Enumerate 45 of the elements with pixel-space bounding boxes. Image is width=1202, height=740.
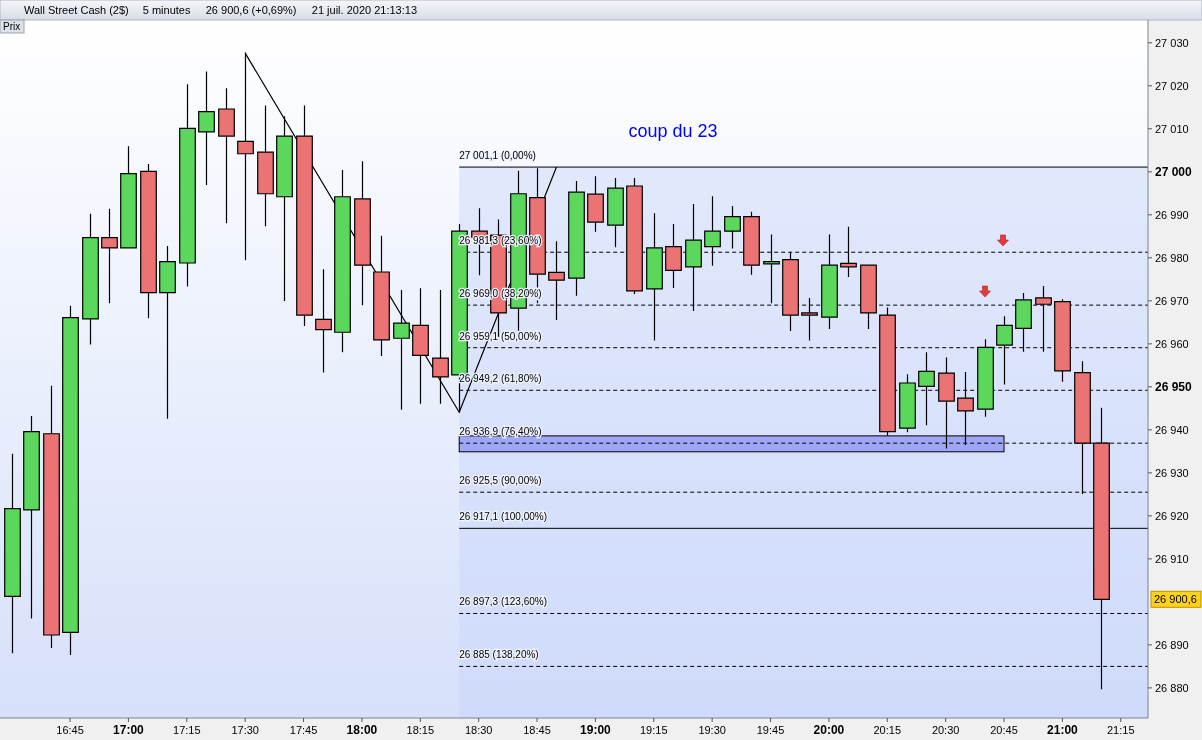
x-tick-label: 18:45 — [523, 724, 551, 736]
y-tick-label: 26 930 — [1155, 466, 1189, 479]
x-tick-label: 18:30 — [464, 724, 493, 736]
y-tick-label: 26 970 — [1155, 294, 1189, 307]
x-tick-label: 19:30 — [698, 724, 726, 736]
y-tick-label: 26 890 — [1155, 638, 1189, 651]
y-tick-label: 26 980 — [1155, 251, 1189, 264]
ref-line-label: 26 925,5 (90,00%) — [459, 475, 542, 487]
y-tick-label: 26 880 — [1155, 681, 1189, 694]
x-tick-label: 17:15 — [173, 724, 201, 736]
ref-line-label: 26 885 (138,20%) — [459, 649, 539, 661]
ref-line-label: 26 897,3 (123,60%) — [459, 596, 548, 608]
x-tick-label: 16:45 — [56, 724, 84, 736]
y-tick-label: 26 920 — [1155, 509, 1189, 522]
x-tick-label: 18:00 — [346, 723, 378, 737]
y-tick-label: 26 960 — [1155, 337, 1189, 350]
x-tick-label: 19:15 — [640, 724, 668, 736]
y-tick-label: 27 030 — [1155, 36, 1189, 49]
x-tick-label: 17:45 — [289, 724, 318, 736]
y-tick-label: 27 000 — [1155, 164, 1193, 179]
annotation: Prix — [3, 21, 21, 32]
x-tick-label: 20:45 — [990, 724, 1018, 736]
x-tick-label: 18:15 — [406, 724, 435, 736]
x-tick-label: 20:15 — [873, 724, 902, 736]
text: 26 900,6 — [1154, 593, 1197, 606]
y-tick-label: 26 910 — [1155, 552, 1189, 565]
ref-line-label: 26 936,9 (76,40%) — [459, 426, 542, 438]
y-tick-label: 26 950 — [1155, 379, 1193, 394]
y-tick-label: 26 990 — [1155, 208, 1189, 221]
x-tick-label: 21:00 — [1047, 723, 1079, 737]
x-tick-label: 19:00 — [580, 723, 612, 737]
x-tick-label: 20:30 — [931, 724, 960, 736]
x-tick-label: 17:00 — [113, 723, 145, 737]
chart-subtitle: 5 minutes 26 900,6 (+0,69%) 21 juil. 2020 21:13:13 — [142, 4, 418, 16]
y-tick-label: 26 940 — [1155, 423, 1189, 436]
x-tick-label: 19:45 — [756, 724, 785, 736]
ref-line-label: 27 001,1 (0,00%) — [459, 150, 536, 162]
x-tick-label: 17:30 — [231, 724, 259, 736]
annotation: coup du 23 — [628, 121, 718, 141]
y-tick-label: 27 010 — [1155, 122, 1189, 135]
x-tick-label: 21:15 — [1106, 724, 1135, 736]
y-tick-label: 27 020 — [1155, 79, 1189, 92]
ref-line-label: 26 917,1 (100,00%) — [459, 511, 548, 523]
chart-title: Wall Street Cash (2$) — [24, 4, 129, 16]
x-tick-label: 20:00 — [813, 723, 845, 737]
